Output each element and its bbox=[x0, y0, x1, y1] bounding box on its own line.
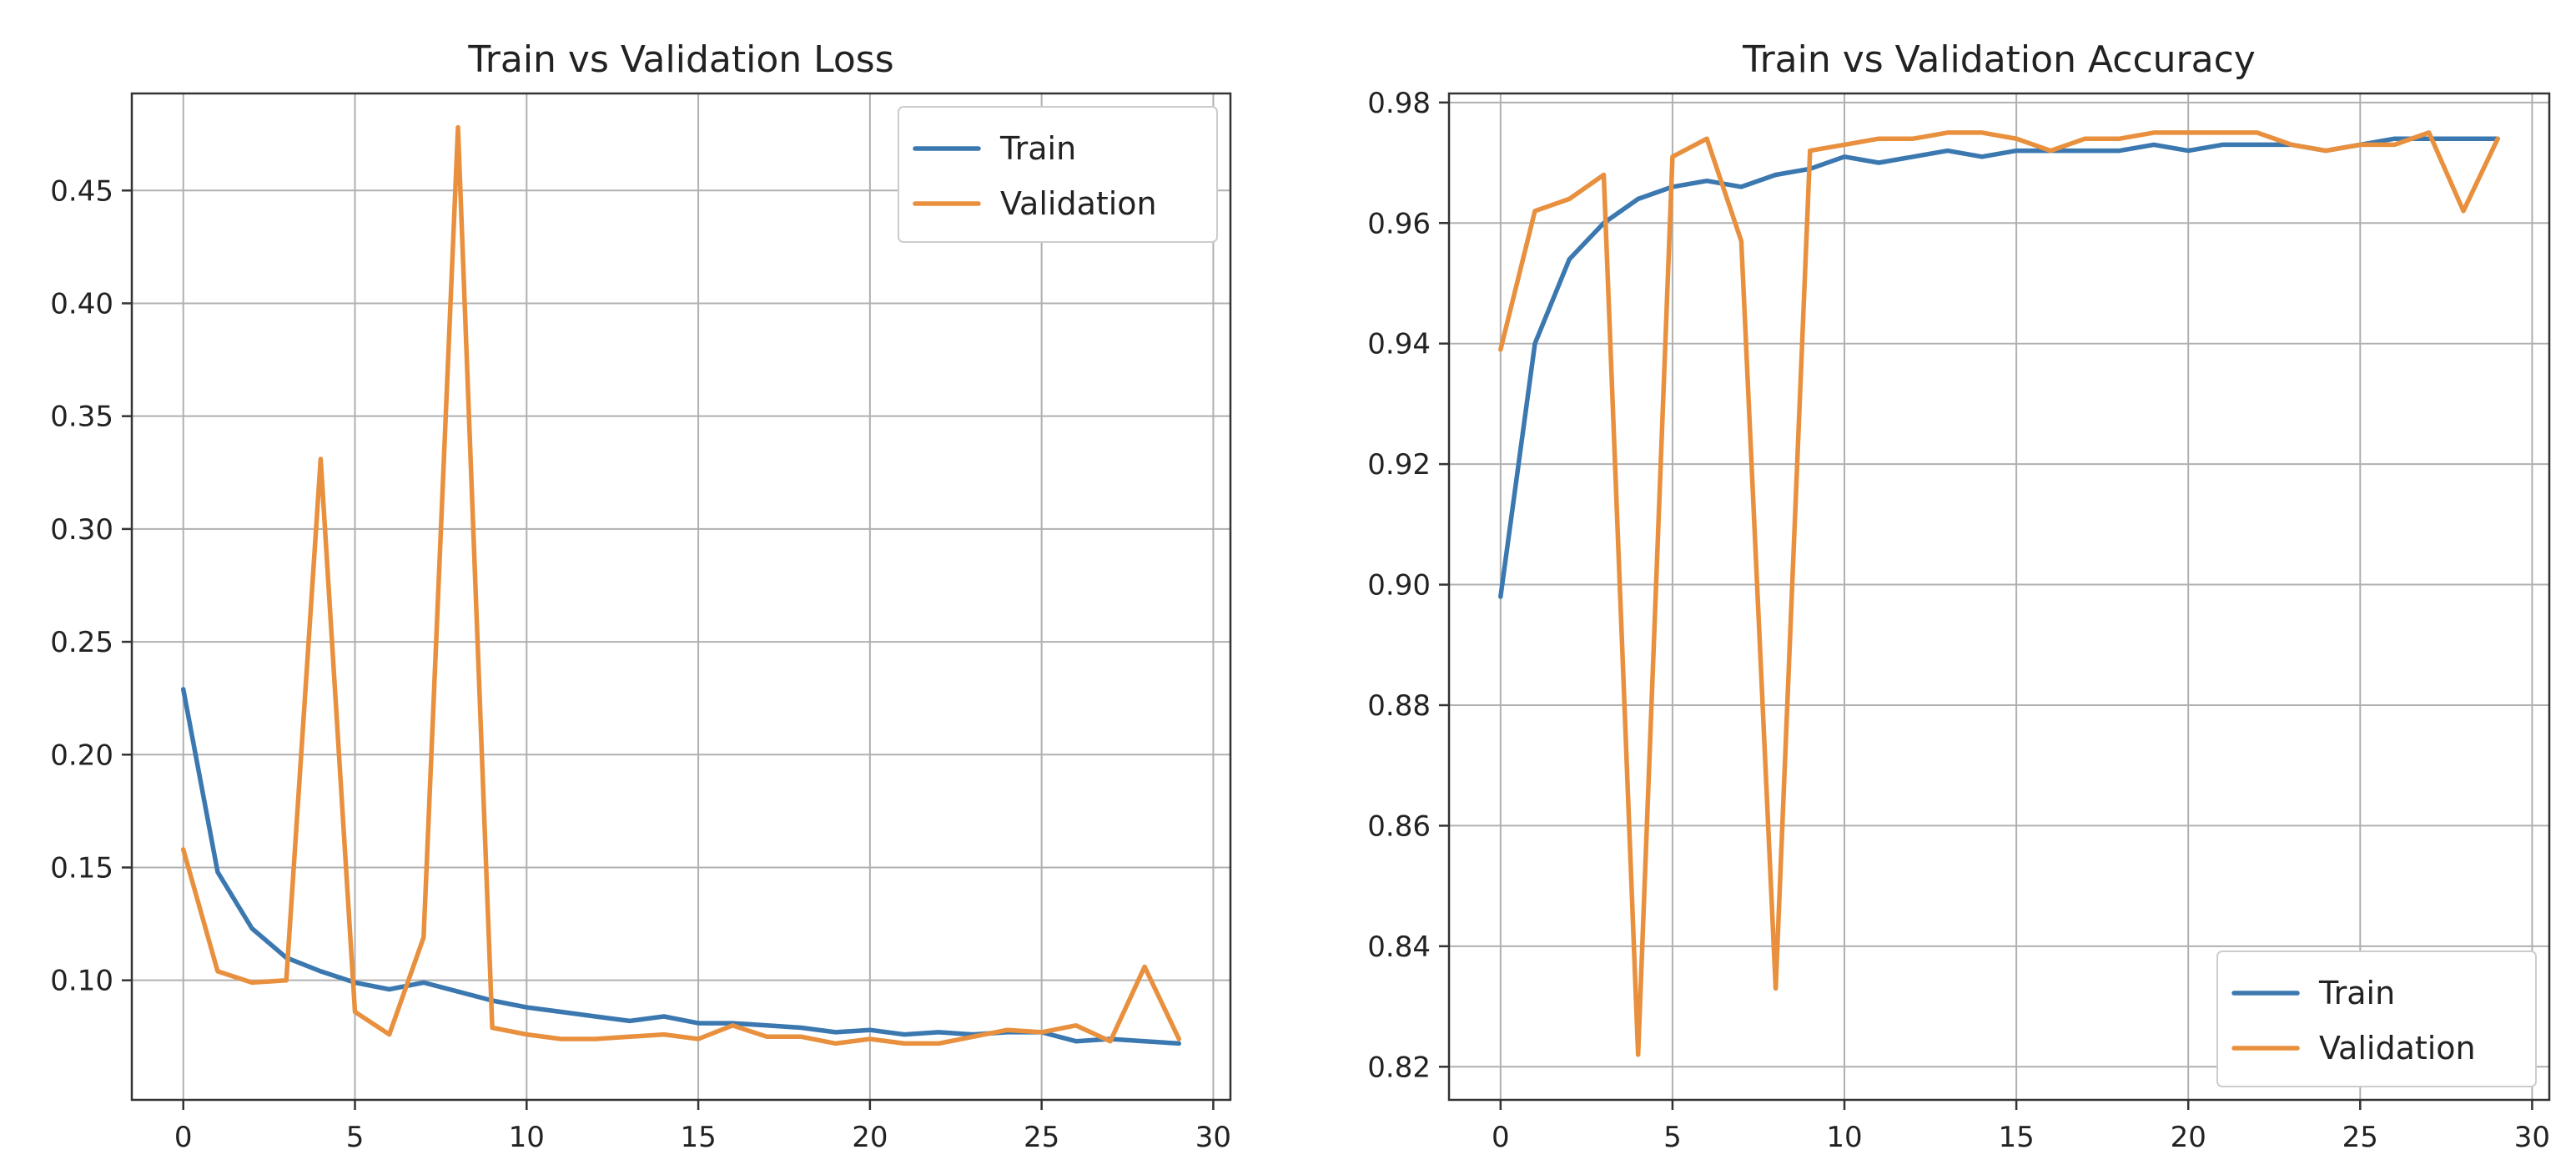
loss-x-tick-label: 30 bbox=[1195, 1121, 1231, 1154]
loss-x-tick-label: 25 bbox=[1024, 1121, 1059, 1154]
accuracy-y-tick-label: 0.96 bbox=[1367, 207, 1431, 240]
accuracy-x-tick-label: 20 bbox=[2171, 1121, 2206, 1154]
loss-legend-validation-label: Validation bbox=[1000, 185, 1157, 222]
loss-y-tick-label: 0.25 bbox=[50, 626, 113, 659]
accuracy-x-tick-label: 15 bbox=[1998, 1121, 2034, 1154]
accuracy-x-tick-label: 0 bbox=[1492, 1121, 1510, 1154]
loss-y-tick-label: 0.10 bbox=[50, 965, 113, 998]
loss-legend-train-label: Train bbox=[999, 130, 1076, 167]
loss-y-tick-label: 0.35 bbox=[50, 401, 113, 434]
accuracy-legend: Train Validation bbox=[2216, 951, 2537, 1087]
loss-plot-frame bbox=[130, 92, 1232, 1102]
accuracy-legend-train-label: Train bbox=[2318, 975, 2395, 1011]
accuracy-x-tick-label: 30 bbox=[2514, 1121, 2550, 1154]
loss-y-tick-label: 0.15 bbox=[50, 851, 113, 885]
loss-x-tick-label: 5 bbox=[346, 1121, 365, 1154]
accuracy-plot-frame bbox=[1447, 92, 2551, 1102]
accuracy-y-tick-label: 0.82 bbox=[1367, 1051, 1431, 1084]
accuracy-series-validation-line bbox=[1498, 130, 2500, 1057]
accuracy-legend-validation-label: Validation bbox=[2319, 1030, 2476, 1067]
accuracy-y-tick-label: 0.92 bbox=[1367, 448, 1431, 482]
accuracy-y-tick-label: 0.84 bbox=[1367, 930, 1431, 964]
loss-x-tick-label: 15 bbox=[680, 1121, 716, 1154]
accuracy-x-tick-label: 5 bbox=[1663, 1121, 1682, 1154]
accuracy-legend-box bbox=[2216, 951, 2537, 1087]
loss-x-tick-label: 0 bbox=[174, 1121, 193, 1154]
accuracy-chart-title: Train vs Validation Accuracy bbox=[1742, 38, 2256, 81]
loss-series-train-line bbox=[180, 687, 1182, 1046]
accuracy-chart: Train vs Validation Accuracy 0 5 10 15 20 25 30… bbox=[1367, 38, 2551, 1154]
loss-chart-title: Train vs Validation Loss bbox=[467, 38, 893, 81]
loss-x-tick-label: 20 bbox=[852, 1121, 888, 1154]
accuracy-x-tick-label: 10 bbox=[1826, 1121, 1862, 1154]
loss-x-tick-label: 10 bbox=[509, 1121, 545, 1154]
accuracy-x-tick-label: 25 bbox=[2342, 1121, 2378, 1154]
accuracy-y-tick-label: 0.88 bbox=[1367, 689, 1431, 723]
loss-y-tick-label: 0.40 bbox=[50, 287, 113, 320]
loss-y-tick-label: 0.30 bbox=[50, 513, 113, 547]
accuracy-y-tick-label: 0.94 bbox=[1367, 328, 1431, 361]
accuracy-series-train-line bbox=[1498, 136, 2500, 599]
loss-y-tick-label: 0.45 bbox=[50, 174, 113, 208]
accuracy-y-tick-label: 0.86 bbox=[1367, 809, 1431, 843]
accuracy-y-tick-label: 0.90 bbox=[1367, 569, 1431, 603]
loss-y-tick-label: 0.20 bbox=[50, 739, 113, 772]
loss-legend-box bbox=[898, 106, 1218, 243]
loss-chart: Train vs Validation Loss 0 5 10 15 20 25 30 0.10… bbox=[50, 38, 1232, 1154]
loss-legend: Train Validation bbox=[898, 106, 1218, 243]
accuracy-y-tick-label: 0.98 bbox=[1367, 87, 1431, 120]
loss-series-validation-line bbox=[180, 124, 1182, 1046]
